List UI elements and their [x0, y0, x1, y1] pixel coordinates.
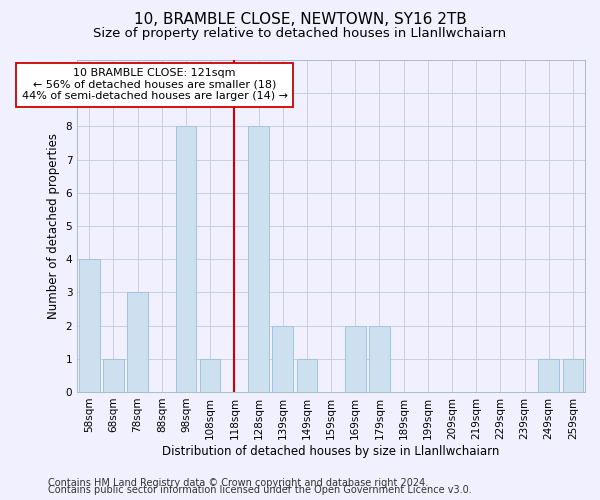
Bar — [538, 359, 559, 392]
Bar — [79, 259, 100, 392]
Text: 10 BRAMBLE CLOSE: 121sqm
← 56% of detached houses are smaller (18)
44% of semi-d: 10 BRAMBLE CLOSE: 121sqm ← 56% of detach… — [22, 68, 287, 102]
Y-axis label: Number of detached properties: Number of detached properties — [47, 133, 60, 319]
Text: Contains HM Land Registry data © Crown copyright and database right 2024.: Contains HM Land Registry data © Crown c… — [48, 478, 428, 488]
Bar — [345, 326, 365, 392]
X-axis label: Distribution of detached houses by size in Llanllwchaiarn: Distribution of detached houses by size … — [163, 444, 500, 458]
Bar — [369, 326, 390, 392]
Text: Contains public sector information licensed under the Open Government Licence v3: Contains public sector information licen… — [48, 485, 472, 495]
Text: 10, BRAMBLE CLOSE, NEWTOWN, SY16 2TB: 10, BRAMBLE CLOSE, NEWTOWN, SY16 2TB — [134, 12, 466, 28]
Bar — [296, 359, 317, 392]
Text: Size of property relative to detached houses in Llanllwchaiarn: Size of property relative to detached ho… — [94, 28, 506, 40]
Bar — [563, 359, 583, 392]
Bar — [272, 326, 293, 392]
Bar — [200, 359, 220, 392]
Bar — [176, 126, 196, 392]
Bar — [127, 292, 148, 392]
Bar — [248, 126, 269, 392]
Bar — [103, 359, 124, 392]
